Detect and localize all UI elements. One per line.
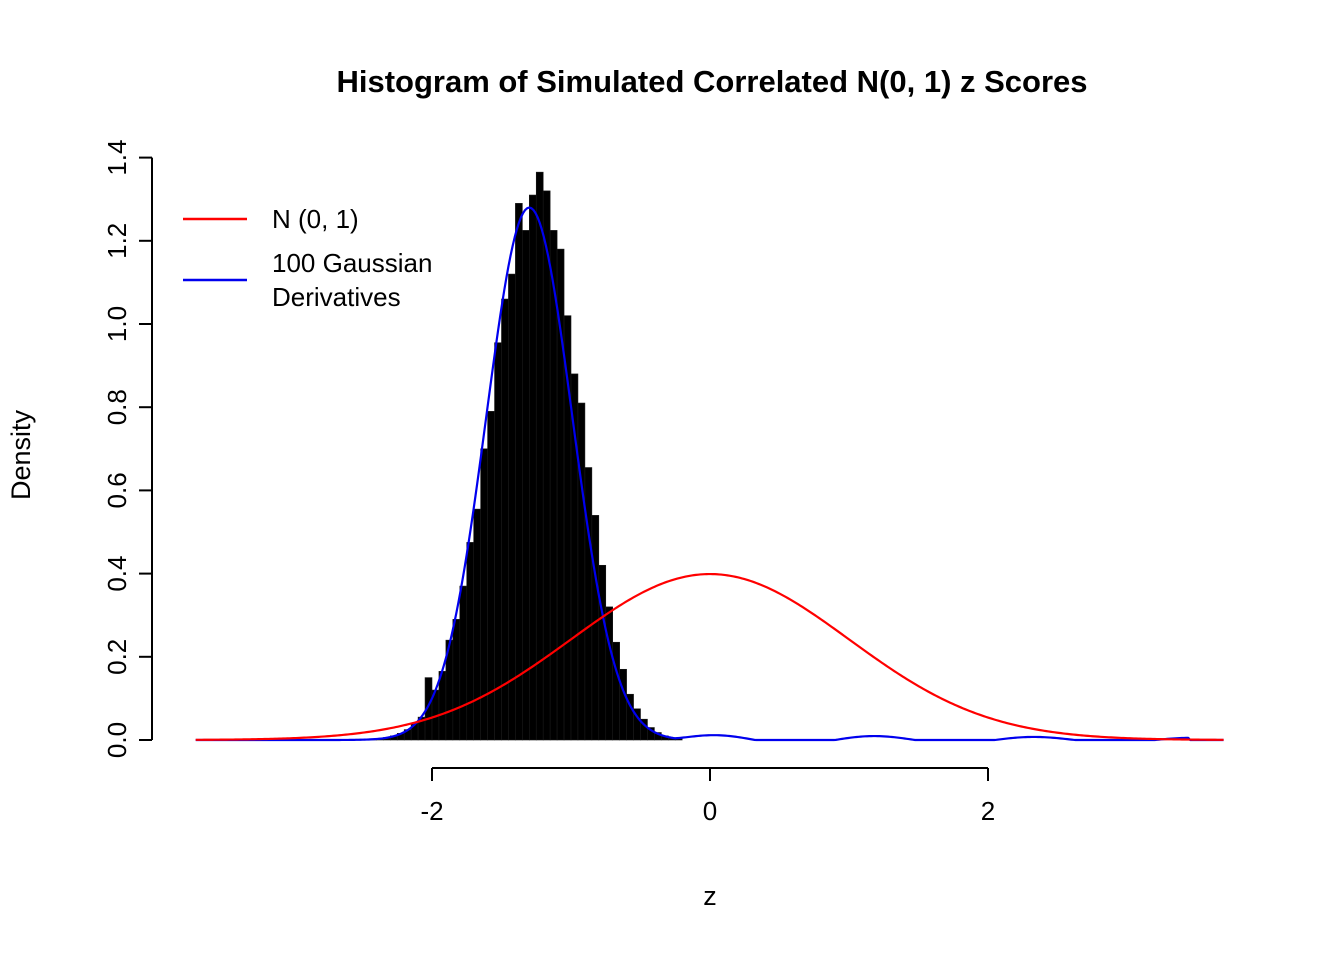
x-axis-label: z bbox=[703, 881, 717, 911]
legend-label: 100 Gaussian bbox=[272, 248, 432, 278]
histogram-bar bbox=[508, 273, 516, 741]
histogram-bar bbox=[528, 194, 537, 741]
histogram-bar bbox=[473, 508, 481, 741]
axes: 0.0 0.2 0.4 0.6 0.8 1.0 1.2 1.4 -2 0 2 bbox=[102, 140, 995, 826]
histogram-bar bbox=[598, 564, 607, 741]
y-tick-label: 0.0 bbox=[102, 722, 132, 758]
histogram-bar bbox=[605, 606, 613, 741]
histogram-bar bbox=[438, 671, 447, 741]
y-tick-label: 0.2 bbox=[102, 639, 132, 675]
y-tick-label: 0.4 bbox=[102, 556, 132, 592]
y-tick-label: 0.6 bbox=[102, 472, 132, 508]
histogram-bar bbox=[591, 515, 600, 741]
x-tick-label: 2 bbox=[981, 796, 995, 826]
histogram-bar bbox=[494, 342, 502, 741]
histogram-bar bbox=[612, 641, 620, 741]
histogram-bar bbox=[452, 619, 461, 741]
histogram-bar bbox=[556, 248, 565, 741]
y-tick-label: 0.8 bbox=[102, 389, 132, 425]
x-tick-label: -2 bbox=[420, 796, 443, 826]
histogram-bar bbox=[577, 402, 586, 741]
legend-label: N (0, 1) bbox=[272, 204, 359, 234]
histogram-bar bbox=[466, 542, 474, 741]
histogram-bar bbox=[501, 298, 509, 741]
legend: N (0, 1) 100 Gaussian Derivatives bbox=[183, 204, 432, 312]
histogram-bar bbox=[535, 171, 544, 741]
legend-label: Derivatives bbox=[272, 282, 401, 312]
histogram-bar bbox=[459, 585, 468, 741]
histogram-bar bbox=[515, 203, 523, 741]
normal-curve bbox=[195, 572, 1224, 741]
chart-title: Histogram of Simulated Correlated N(0, 1… bbox=[336, 64, 1087, 99]
histogram-bar bbox=[522, 230, 530, 741]
y-axis-label: Density bbox=[6, 409, 36, 500]
histogram-bars bbox=[355, 171, 683, 741]
y-tick-label: 1.2 bbox=[102, 223, 132, 259]
y-tick-label: 1.4 bbox=[102, 140, 132, 176]
gaussian-derivatives-curve bbox=[195, 206, 1224, 742]
x-tick-label: 0 bbox=[703, 796, 717, 826]
y-tick-label: 1.0 bbox=[102, 306, 132, 342]
density-curves bbox=[195, 206, 1224, 742]
histogram-bar bbox=[619, 668, 627, 741]
